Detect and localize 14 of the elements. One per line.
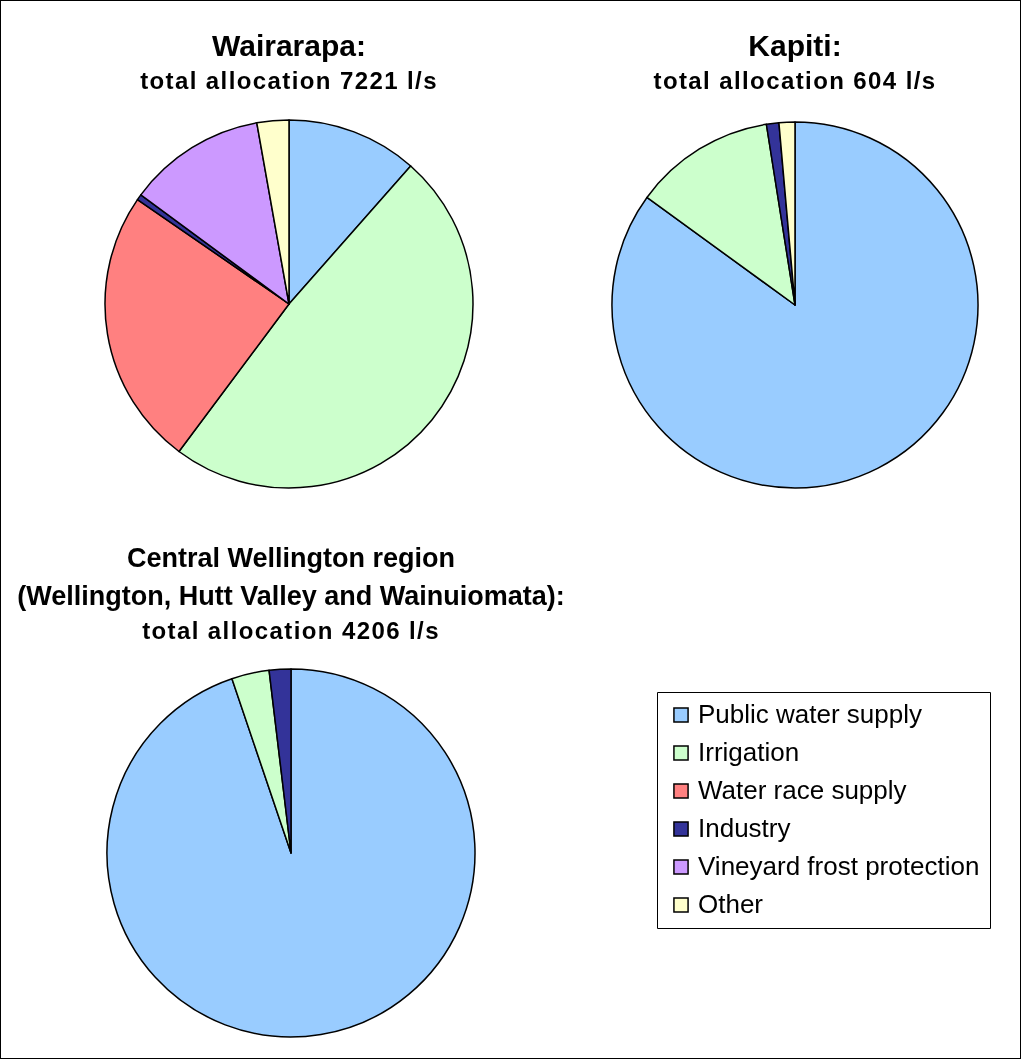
- chart-subtitle: total allocation 7221 l/s: [140, 67, 438, 95]
- chart-subtitle: total allocation 4206 l/s: [142, 617, 440, 645]
- chart-title: Central Wellington region (Wellington, Hutt Valley and Wainuiomata):: [17, 543, 565, 612]
- chart-subtitle: total allocation 604 l/s: [653, 67, 937, 95]
- legend-label: Public water supply: [698, 699, 922, 729]
- legend-label: Other: [698, 889, 764, 919]
- chart-title: Wairarapa:: [212, 29, 366, 63]
- pie-slice: [611, 121, 979, 489]
- chart-title: Kapiti:: [748, 29, 842, 63]
- pie-slice: [106, 668, 476, 1038]
- legend-label: Water race supply: [698, 775, 907, 805]
- legend-label: Vineyard frost protection: [698, 851, 980, 881]
- legend-label: Irrigation: [698, 737, 800, 767]
- legend-label: Industry: [698, 813, 791, 843]
